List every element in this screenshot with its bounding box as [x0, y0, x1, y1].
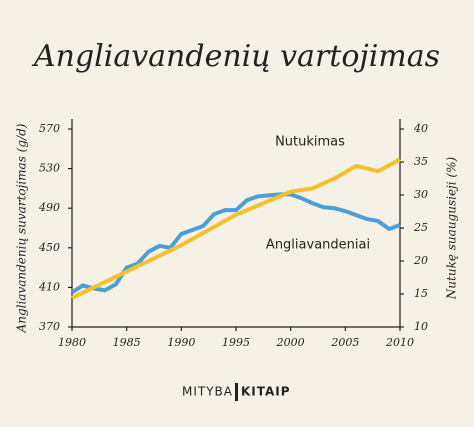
y-tick-label: 490 — [38, 201, 60, 214]
x-tick-label: 2005 — [330, 336, 359, 349]
y2-axis-title: Nutukę suaugusieji (%) — [445, 156, 459, 300]
footer-right: KITAIP — [241, 385, 291, 399]
y2-tick-label: 40 — [413, 122, 428, 135]
y-tick-label: 410 — [38, 280, 60, 293]
footer-left: MITYBA — [182, 385, 233, 399]
chart-title: Angliavandenių vartojimas — [31, 39, 440, 74]
y-tick-label: 530 — [39, 162, 60, 175]
x-tick-label: 1990 — [167, 336, 195, 349]
x-tick-label: 1995 — [222, 336, 250, 349]
y2-tick-label: 15 — [414, 287, 428, 300]
logo-fork — [235, 383, 238, 401]
y-tick-label: 450 — [38, 241, 60, 254]
y2-tick-label: 30 — [414, 188, 428, 201]
y-tick-label: 370 — [39, 320, 60, 333]
x-tick-label: 2000 — [276, 336, 305, 349]
y-tick-label: 570 — [39, 122, 60, 135]
series-line — [70, 192, 401, 295]
x-tick-label: 2010 — [385, 336, 414, 349]
x-tick-label: 1980 — [58, 336, 86, 349]
y2-tick-label: 25 — [413, 221, 428, 234]
series-label: Angliavandeniai — [266, 238, 370, 253]
y2-tick-label: 20 — [413, 254, 428, 267]
x-tick-label: 1985 — [113, 336, 141, 349]
y2-tick-label: 35 — [414, 155, 428, 168]
series-label: Nutukimas — [275, 135, 345, 150]
series-line — [71, 157, 401, 300]
y-axis-title: Angliavandenių suvartojimas (g/d) — [15, 123, 29, 333]
y2-tick-label: 10 — [414, 320, 428, 333]
